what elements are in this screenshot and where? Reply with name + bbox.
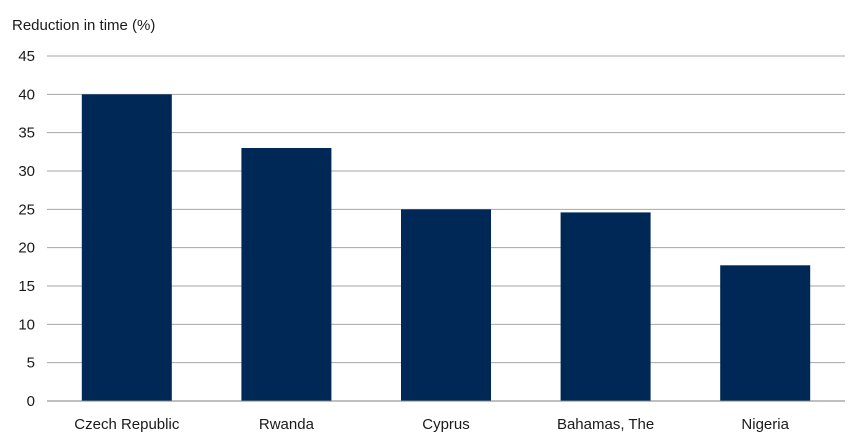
x-category-label: Nigeria — [741, 416, 789, 433]
y-tick-label: 10 — [18, 316, 35, 333]
y-tick-label: 15 — [18, 278, 35, 295]
x-axis-labels: Czech Republic Rwanda Cyprus Bahamas, The Ni… — [74, 416, 789, 433]
x-category-label: Rwanda — [259, 416, 315, 433]
y-tick-label: 25 — [18, 201, 35, 218]
x-category-label: Cyprus — [422, 416, 470, 433]
x-category-label: Czech Republic — [74, 416, 180, 433]
y-axis-ticks: 0 5 10 15 20 25 30 35 40 45 — [18, 48, 35, 410]
y-tick-label: 20 — [18, 240, 35, 257]
bar — [560, 212, 651, 401]
y-tick-label: 5 — [27, 355, 35, 372]
y-tick-label: 30 — [18, 163, 35, 180]
bars — [81, 94, 811, 401]
y-axis-title: Reduction in time (%) — [12, 17, 155, 34]
bar — [241, 148, 332, 401]
y-tick-label: 45 — [18, 48, 35, 65]
bar — [81, 94, 172, 401]
y-tick-label: 40 — [18, 86, 35, 103]
bar — [720, 265, 811, 401]
y-tick-label: 0 — [27, 393, 35, 410]
bar — [401, 209, 491, 401]
x-category-label: Bahamas, The — [557, 416, 654, 433]
y-tick-label: 35 — [18, 125, 35, 142]
